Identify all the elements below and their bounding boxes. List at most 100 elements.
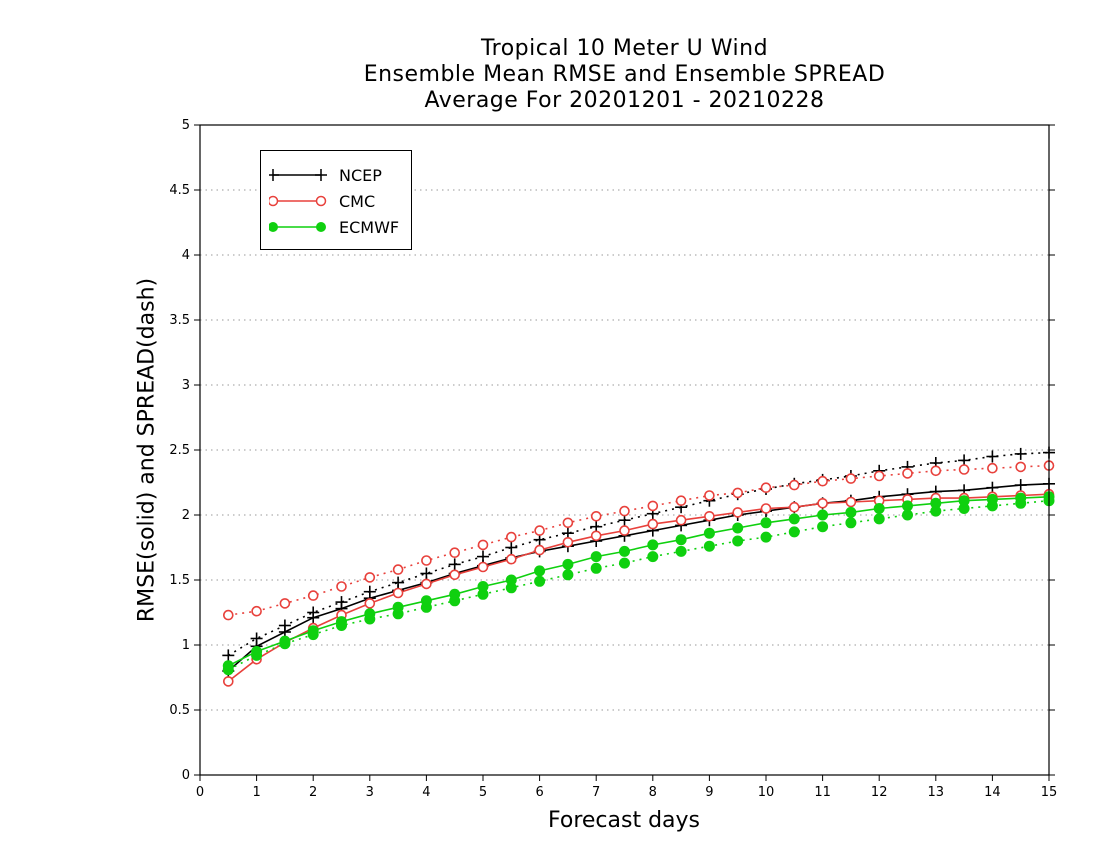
cmc-spread-point (873, 470, 885, 482)
ecmwf-rmse-point (251, 646, 263, 657)
y-tick-label: 0 (182, 768, 190, 783)
cmc-rmse-point (562, 536, 574, 548)
x-tick-label: 7 (592, 785, 600, 800)
chart-title-line-1: Tropical 10 Meter U Wind (480, 36, 769, 61)
cmc-rmse-point (392, 587, 404, 599)
legend-item-ncep: NCEP (269, 165, 409, 185)
cmc-spread-point (732, 487, 744, 499)
cmc-spread-point (675, 495, 687, 507)
cmc-rmse-point (675, 514, 687, 526)
cmc-rmse-point (817, 497, 828, 509)
x-tick-label: 13 (928, 785, 945, 800)
ecmwf-rmse-point (222, 660, 234, 672)
ncep-rmse-point (1014, 479, 1027, 492)
chart-title-line-2: Ensemble Mean RMSE and Ensemble SPREAD (363, 62, 886, 87)
ecmwf-spread-point (732, 535, 744, 547)
ecmwf-rmse-point (1015, 492, 1027, 504)
y-tick-label: 2 (182, 508, 190, 523)
y-tick-label: 4 (182, 248, 190, 263)
cmc-spread-point (307, 590, 319, 601)
x-tick-label: 11 (814, 785, 831, 800)
series-ncep (222, 446, 1055, 677)
cmc-spread-point (647, 500, 659, 512)
y-tick-label: 2.5 (169, 443, 190, 458)
cmc-spread-point (449, 547, 461, 559)
y-tick-label: 1.5 (169, 573, 190, 588)
cmc-rmse-point (845, 496, 857, 508)
cmc-rmse-point (477, 561, 489, 573)
x-tick-label: 12 (871, 785, 888, 800)
ecmwf-rmse-point (732, 522, 744, 534)
x-tick-label: 3 (366, 785, 374, 800)
ecmwf-spread-point (930, 505, 942, 517)
cmc-spread-point (223, 609, 234, 621)
ecmwf-rmse-point (279, 635, 291, 647)
cmc-rmse-point (364, 598, 376, 609)
legend-label-ecmwf: ECMWF (339, 218, 400, 237)
legend-label-ncep: NCEP (339, 166, 382, 185)
ecmwf-rmse-point (902, 500, 913, 512)
cmc-spread-point (1015, 461, 1027, 473)
ecmwf-spread-point (477, 588, 489, 600)
legend-swatch-ecmwf (269, 222, 326, 232)
cmc-rmse-point (505, 553, 517, 565)
cmc-spread-point (336, 581, 347, 592)
cmc-spread-point (421, 555, 432, 566)
cmc-spread-point (619, 505, 630, 517)
cmc-spread-point (902, 468, 913, 479)
series-ecmwf (222, 491, 1055, 676)
y-tick-label: 3 (182, 378, 190, 393)
x-tick-label: 1 (252, 785, 260, 800)
legend-item-cmc: CMC (269, 191, 409, 211)
y-tick-label: 3.5 (169, 313, 190, 328)
x-tick-label: 15 (1041, 785, 1058, 800)
ecmwf-spread-point (873, 513, 885, 525)
ncep-spread-line (227, 451, 1050, 657)
ncep-spread-point (986, 450, 999, 463)
y-tick-label: 0.5 (169, 703, 190, 718)
ecmwf-rmse-point (986, 493, 998, 505)
legend-item-ecmwf: ECMWF (269, 217, 409, 237)
cmc-spread-point (958, 464, 970, 475)
cmc-spread-point (760, 482, 772, 494)
ecmwf-spread-point (958, 503, 970, 514)
cmc-spread-point (505, 531, 517, 543)
cmc-rmse-point (449, 569, 461, 581)
cmc-rmse-line (227, 493, 1050, 683)
chart-title-line-3: Average For 20201201 - 20210228 (424, 88, 825, 113)
ecmwf-rmse-point (647, 539, 659, 551)
y-tick-label: 4.5 (169, 183, 190, 198)
x-tick-label: 10 (758, 785, 775, 800)
series-cmc (223, 460, 1055, 687)
cmc-spread-line (228, 464, 1050, 616)
cmc-rmse-point (534, 544, 545, 556)
axis-ticks: 00.511.522.533.544.550 1 2 3 4 5 6 7 8 9 10 11 12 13 1… (169, 118, 1057, 800)
cmc-rmse-point (590, 530, 602, 542)
x-tick-label: 14 (984, 785, 1001, 800)
x-tick-label: 8 (649, 785, 657, 800)
x-tick-label: 2 (309, 785, 317, 800)
ecmwf-rmse-point (364, 608, 376, 620)
ecmwf-rmse-line (227, 496, 1050, 667)
ecmwf-spread-point (590, 562, 602, 574)
cmc-spread-point (930, 465, 942, 477)
ecmwf-rmse-point (845, 506, 857, 518)
cmc-rmse-point (421, 578, 432, 590)
ecmwf-spread-point (562, 569, 574, 581)
legend-label-cmc: CMC (339, 192, 376, 211)
cmc-spread-point (704, 490, 715, 501)
ecmwf-spread-point (647, 551, 659, 563)
ecmwf-spread-point (534, 575, 546, 587)
ecmwf-spread-point (760, 531, 772, 543)
x-tick-label: 5 (479, 785, 487, 800)
ecmwf-spread-point (505, 582, 517, 594)
ecmwf-spread-point (675, 545, 687, 557)
ecmwf-rmse-point (930, 497, 942, 509)
ecmwf-rmse-point (703, 527, 715, 539)
ecmwf-rmse-point (449, 588, 461, 600)
cmc-spread-point (392, 564, 404, 575)
x-tick-label: 0 (196, 785, 204, 800)
cmc-rmse-point (619, 525, 630, 536)
ecmwf-spread-line (227, 499, 1050, 671)
